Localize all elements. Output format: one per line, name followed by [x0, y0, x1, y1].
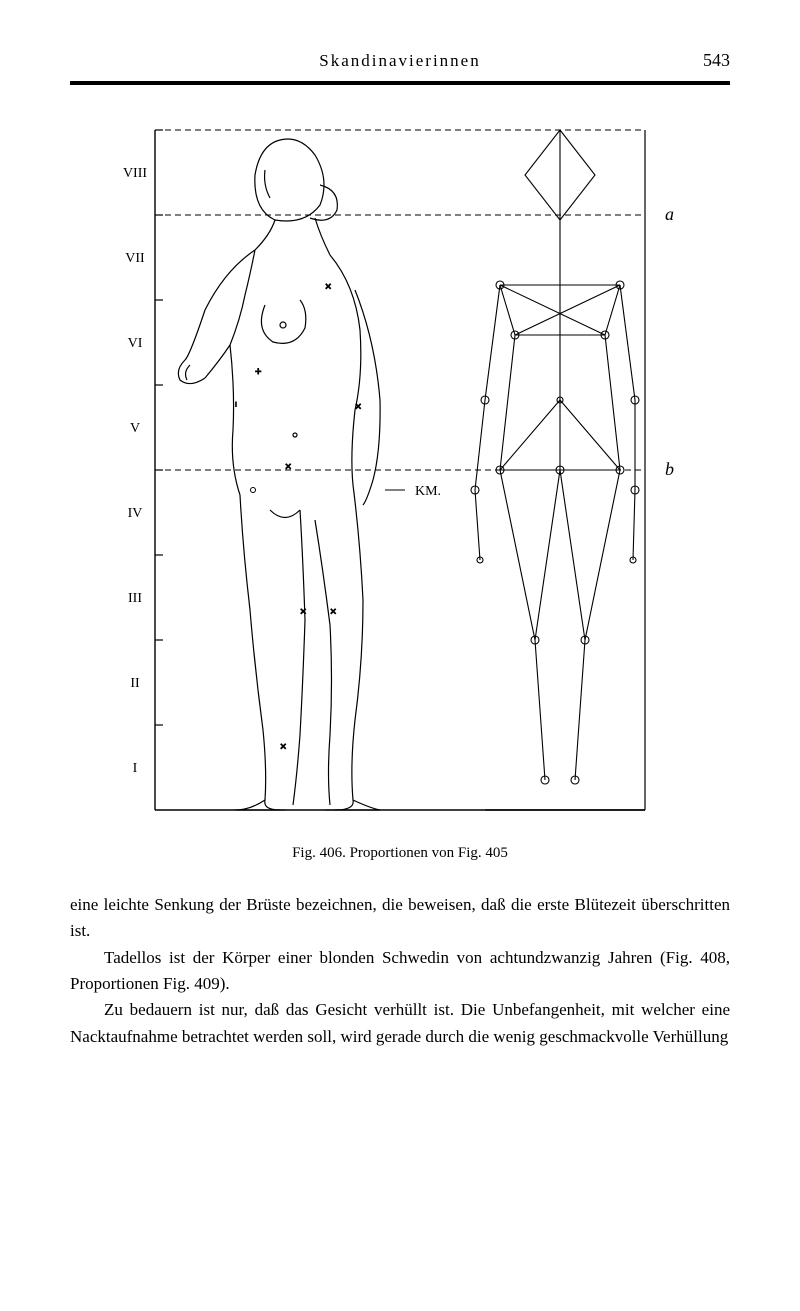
paragraph-2: Tadellos ist der Körper einer blonden Sc… [70, 945, 730, 998]
roman-iii: III [128, 591, 142, 606]
header-rule-thin [70, 84, 730, 85]
svg-text:×: × [330, 606, 336, 618]
svg-text:×: × [355, 401, 361, 413]
svg-text:×: × [325, 281, 331, 293]
svg-text:+: + [255, 366, 261, 378]
figure-caption: Fig. 406. Proportionen von Fig. 405 [70, 845, 730, 862]
label-a: a [665, 204, 674, 224]
page-number: 543 [670, 50, 730, 71]
svg-text:×: × [300, 606, 306, 618]
paragraph-3: Zu bedauern ist nur, daß das Gesicht ver… [70, 997, 730, 1050]
svg-text:×: × [280, 741, 286, 753]
paragraph-1: eine leichte Senkung der Brüste bezeichn… [70, 892, 730, 945]
body-text: eine leichte Senkung der Brüste bezeichn… [70, 892, 730, 1050]
roman-vii: VII [125, 251, 145, 266]
roman-i: I [133, 761, 138, 776]
page-header-title: Skandinavierinnen [130, 51, 670, 71]
roman-ii: II [130, 676, 140, 691]
label-km: KM. [415, 484, 441, 499]
svg-text:×: × [285, 461, 291, 473]
label-b: b [665, 459, 674, 479]
roman-iv: IV [128, 506, 143, 521]
figure-406: VIII VII VI V IV III II I a b KM. [70, 110, 730, 830]
roman-vi: VI [128, 336, 143, 351]
roman-v: V [130, 421, 140, 436]
roman-viii: VIII [123, 166, 147, 181]
svg-text:ⁱ: ⁱ [235, 401, 237, 413]
